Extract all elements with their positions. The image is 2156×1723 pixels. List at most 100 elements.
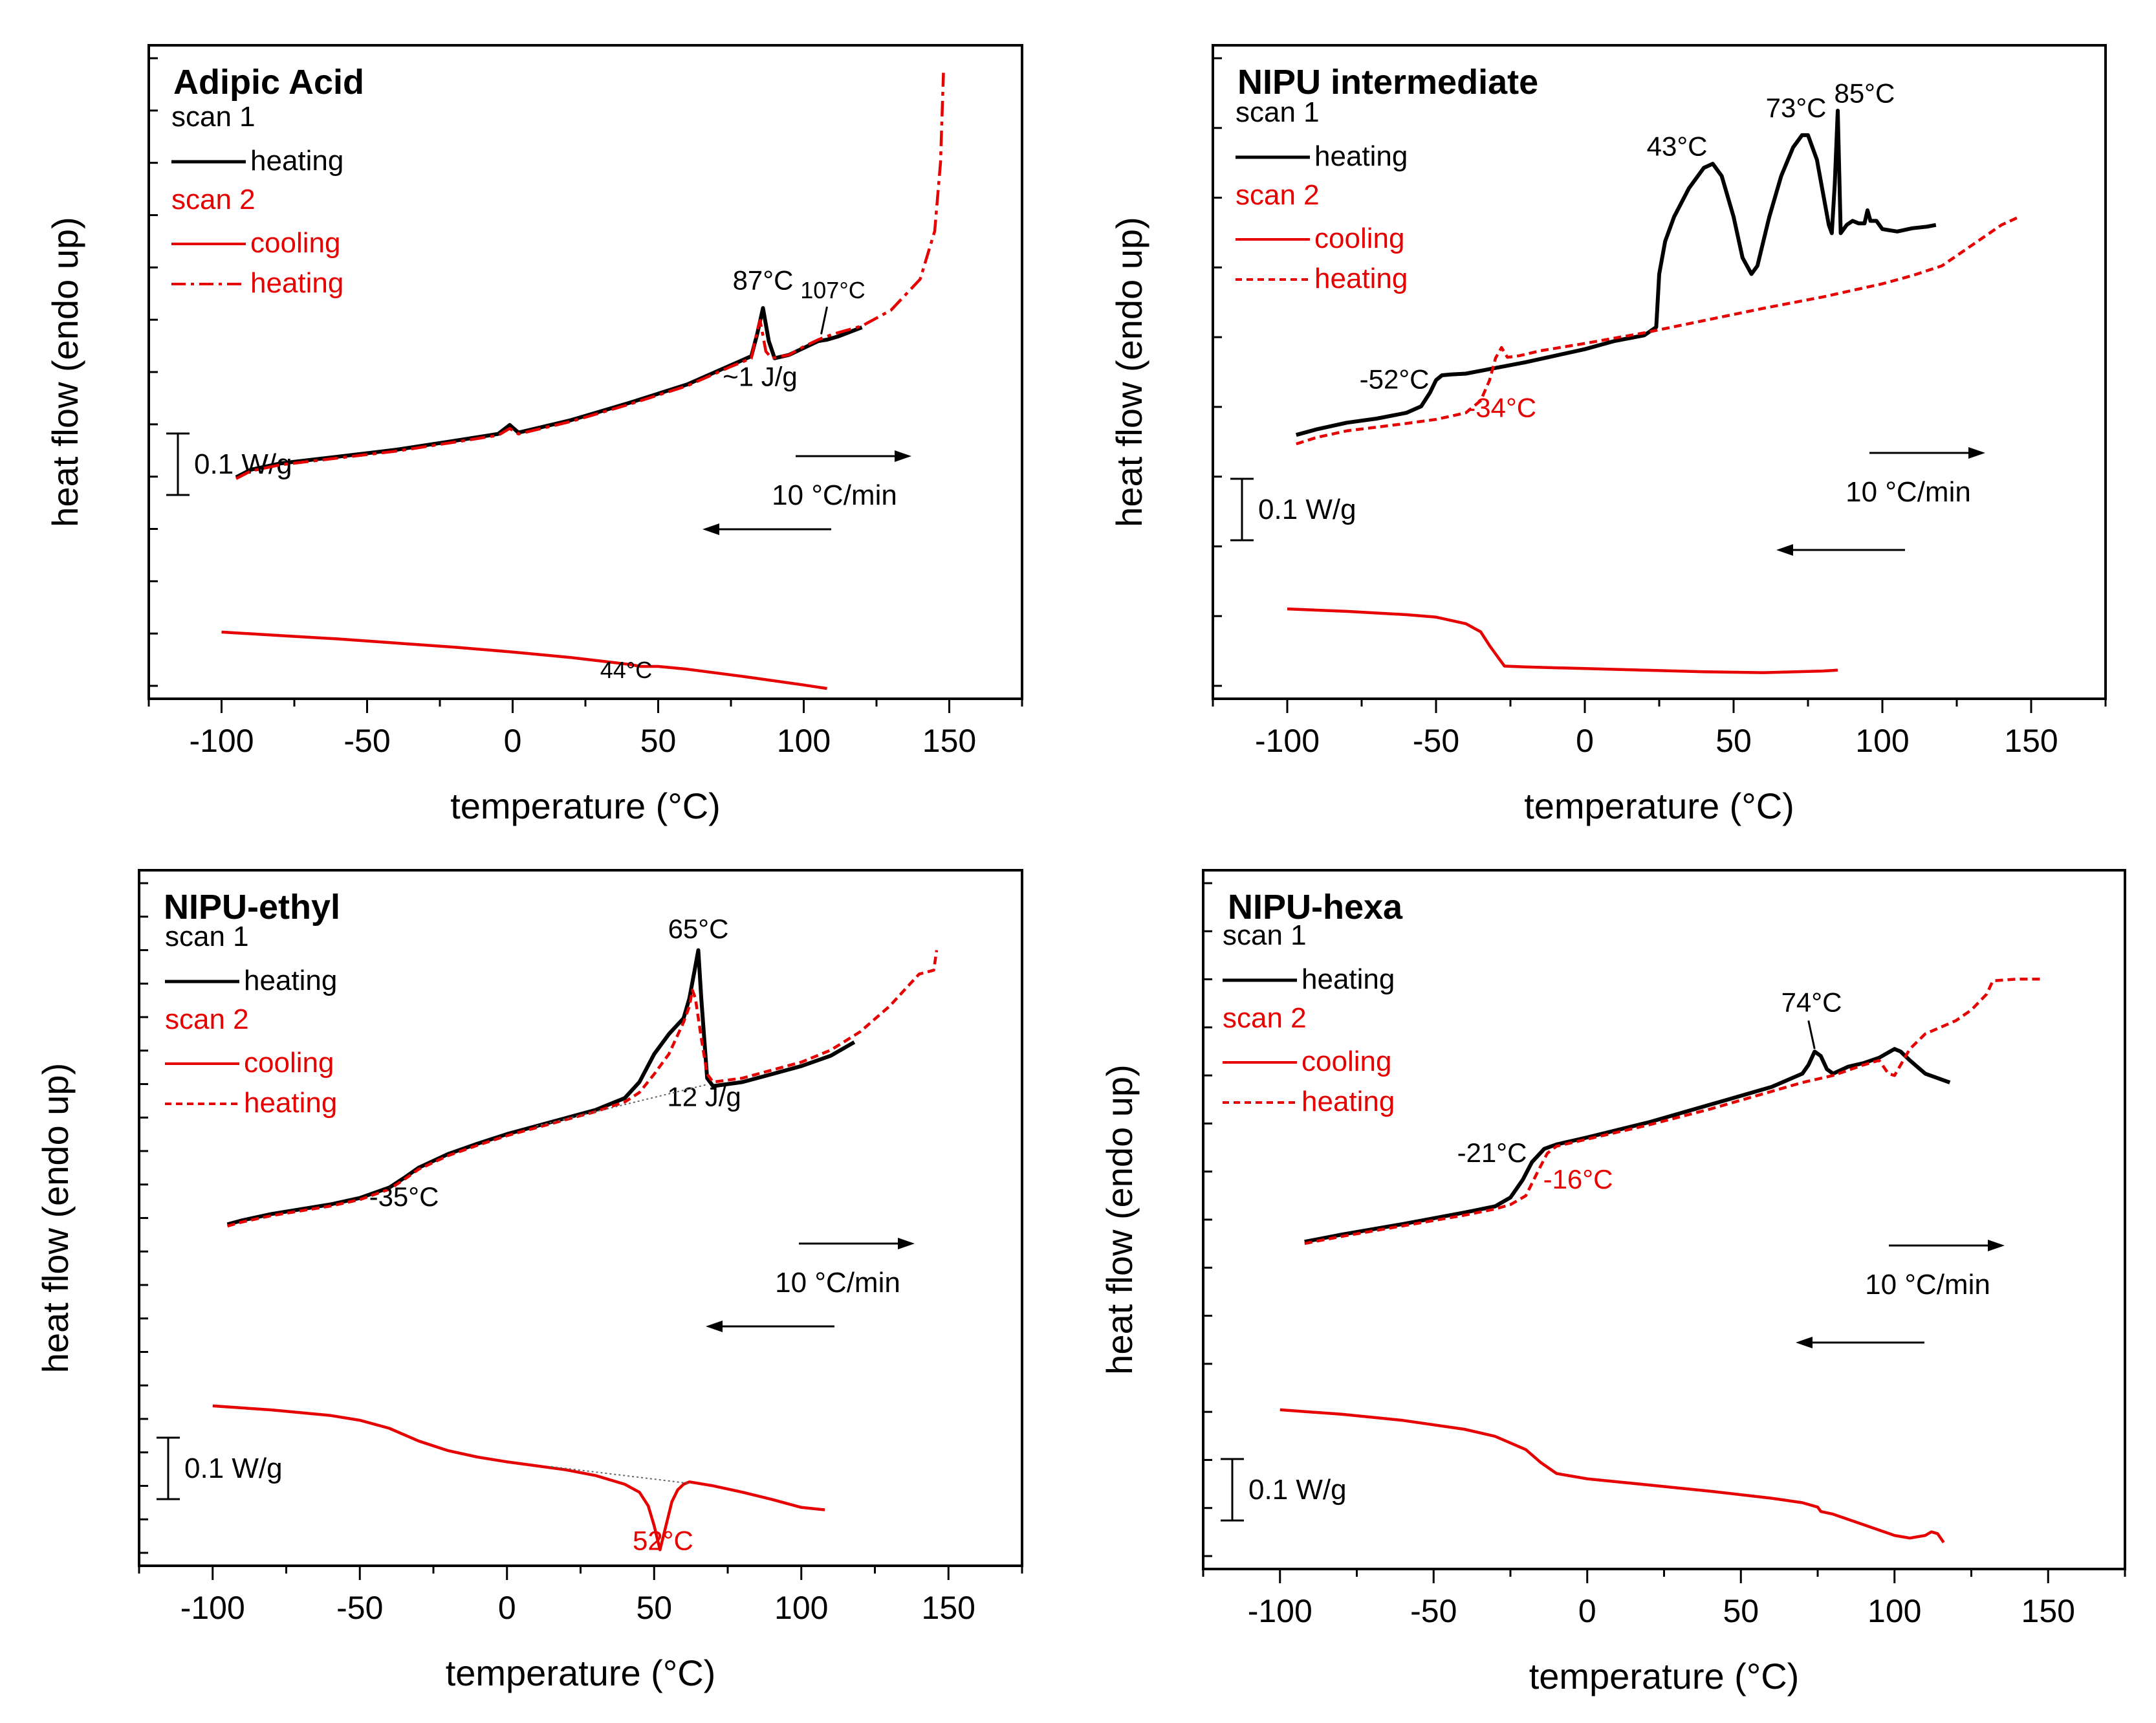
plot-frame [147, 44, 1023, 700]
x-tick-label: 0 [1578, 1593, 1596, 1629]
scale-bar: 0.1 W/g [1221, 1458, 1347, 1522]
y-axis-title: heat flow (endo up) [1109, 217, 1149, 527]
arrow-head [1776, 544, 1793, 556]
x-axis-title: temperature (°C) [450, 785, 721, 826]
legend-scan1: scan 1 [171, 101, 256, 133]
x-tick-label: -100 [1248, 1593, 1312, 1629]
scale-bar-label: 0.1 W/g [1248, 1474, 1347, 1506]
annotation-label: ~1 J/g [723, 361, 798, 391]
y-axis-ticks [149, 57, 158, 687]
integration-baseline [550, 1465, 690, 1484]
annotation-label: 73°C [1766, 93, 1827, 123]
legend-scan1-heating: heating [250, 145, 343, 177]
series-scan-2-cooling [1287, 607, 1838, 674]
x-tick-label: 150 [922, 1590, 975, 1626]
x-tick-label: -50 [336, 1590, 383, 1626]
legend-scan2-heating: heating [244, 1087, 337, 1119]
legend-scan2: scan 2 [1236, 179, 1320, 211]
arrow-head [706, 1321, 723, 1332]
y-axis-ticks [1213, 57, 1222, 687]
integration-baseline [536, 1084, 708, 1127]
arrow-head [1988, 1240, 2005, 1251]
legend-scan2-cooling: cooling [244, 1047, 334, 1079]
panel-title: NIPU intermediate [1237, 63, 1538, 102]
x-axis-title: temperature (°C) [446, 1652, 716, 1693]
x-axis: -100 -50 0 50 100 150 [147, 699, 1023, 759]
legend: scan 1 heating scan 2 cooling heating [171, 101, 343, 299]
series-group [1279, 977, 2042, 1544]
legend-scan2-cooling: cooling [250, 227, 340, 259]
legend: scan 1 heating scan 2 cooling heating [165, 921, 337, 1119]
series-scan-1-heating [1304, 1047, 1951, 1244]
x-tick-label: 0 [504, 723, 522, 759]
series-scan-1-heating [235, 306, 863, 479]
series-group [221, 72, 945, 690]
series-scan-1-heating [1296, 109, 1937, 437]
legend: scan 1 heating scan 2 cooling heating [1223, 919, 1395, 1117]
legend-scan1-heating: heating [244, 965, 337, 996]
arrow-head [1796, 1337, 1813, 1348]
x-tick-label: -50 [1410, 1593, 1457, 1629]
rate-arrows: 10 °C/min [1776, 447, 1985, 556]
series-scan-2-heating [226, 950, 939, 1228]
scale-bar: 0.1 W/g [1230, 477, 1356, 542]
series-scan-2-heating [1296, 215, 2020, 446]
x-tick-label: 50 [636, 1590, 672, 1626]
x-tick-label: 50 [1715, 723, 1752, 759]
annotations: 43°C 73°C 85°C -52°C -34°C [1360, 78, 1895, 423]
pointer-arrow [1807, 1020, 1816, 1049]
rate-label: 10 °C/min [772, 479, 897, 511]
x-tick-label: -100 [189, 723, 254, 759]
legend-scan2-cooling: cooling [1301, 1046, 1391, 1077]
annotation-label: -16°C [1543, 1164, 1613, 1194]
series-group [1287, 109, 2020, 674]
rate-label: 10 °C/min [775, 1267, 900, 1299]
x-tick-label: 150 [2021, 1593, 2075, 1629]
x-tick-label: 0 [1576, 723, 1594, 759]
annotations: 87°C 107°C ~1 J/g 44°C [600, 265, 866, 683]
rate-arrows: 10 °C/min [1796, 1240, 2005, 1348]
x-axis: -100 -50 0 50 100 150 [1202, 1569, 2126, 1629]
y-axis-ticks [139, 882, 148, 1554]
annotation-label: 65°C [668, 914, 729, 944]
scale-bar: 0.1 W/g [157, 1436, 283, 1500]
panel-title: Adipic Acid [173, 63, 364, 102]
legend-scan2-heating: heating [1301, 1086, 1395, 1117]
legend-scan2: scan 2 [171, 184, 256, 215]
x-tick-label: 100 [777, 723, 831, 759]
x-tick-label: 100 [1867, 1593, 1921, 1629]
legend-scan1: scan 1 [165, 921, 249, 952]
x-tick-label: -50 [1413, 723, 1459, 759]
scale-bar-label: 0.1 W/g [184, 1453, 283, 1484]
legend-scan1-heating: heating [1314, 140, 1408, 172]
series-scan-2-cooling [1279, 1408, 1945, 1544]
x-axis: -100 -50 0 50 100 150 [1212, 699, 2107, 759]
panel-title: NIPU-ethyl [164, 888, 340, 927]
annotation-label: 85°C [1834, 78, 1895, 108]
legend-scan1: scan 1 [1236, 96, 1320, 128]
legend-scan1: scan 1 [1223, 919, 1307, 951]
panel-title: NIPU-hexa [1228, 888, 1403, 927]
x-tick-label: 50 [640, 723, 677, 759]
legend-scan2-heating: heating [1314, 263, 1408, 294]
annotation-label: 44°C [600, 657, 652, 683]
x-tick-label: -100 [1255, 723, 1320, 759]
chart-panel-2: -100 -50 0 50 100 150 temperature (°C) heat flo… [1109, 44, 2107, 826]
pointer-arrow [820, 306, 828, 335]
x-tick-label: 150 [922, 723, 976, 759]
series-scan-2-cooling [212, 1404, 825, 1552]
legend: scan 1 heating scan 2 cooling heating [1236, 96, 1408, 294]
x-tick-label: 0 [498, 1590, 516, 1626]
chart-panel-4: -100 -50 0 50 100 150 temperature (°C) heat flo… [1099, 869, 2126, 1696]
rate-label: 10 °C/min [1865, 1269, 1990, 1300]
y-axis-title: heat flow (endo up) [45, 217, 85, 527]
chart-panel-1: -100 -50 0 50 100 150 temperature (°C) heat flo… [45, 44, 1023, 826]
series-scan-1-heating [226, 948, 856, 1227]
annotation-label: 52°C [633, 1525, 693, 1555]
arrow-head [898, 1238, 915, 1249]
annotation-label: -21°C [1457, 1137, 1527, 1168]
x-tick-label: -100 [180, 1590, 245, 1626]
x-tick-label: 100 [1855, 723, 1909, 759]
rate-label: 10 °C/min [1846, 476, 1971, 508]
annotation-label: -34°C [1466, 392, 1536, 423]
